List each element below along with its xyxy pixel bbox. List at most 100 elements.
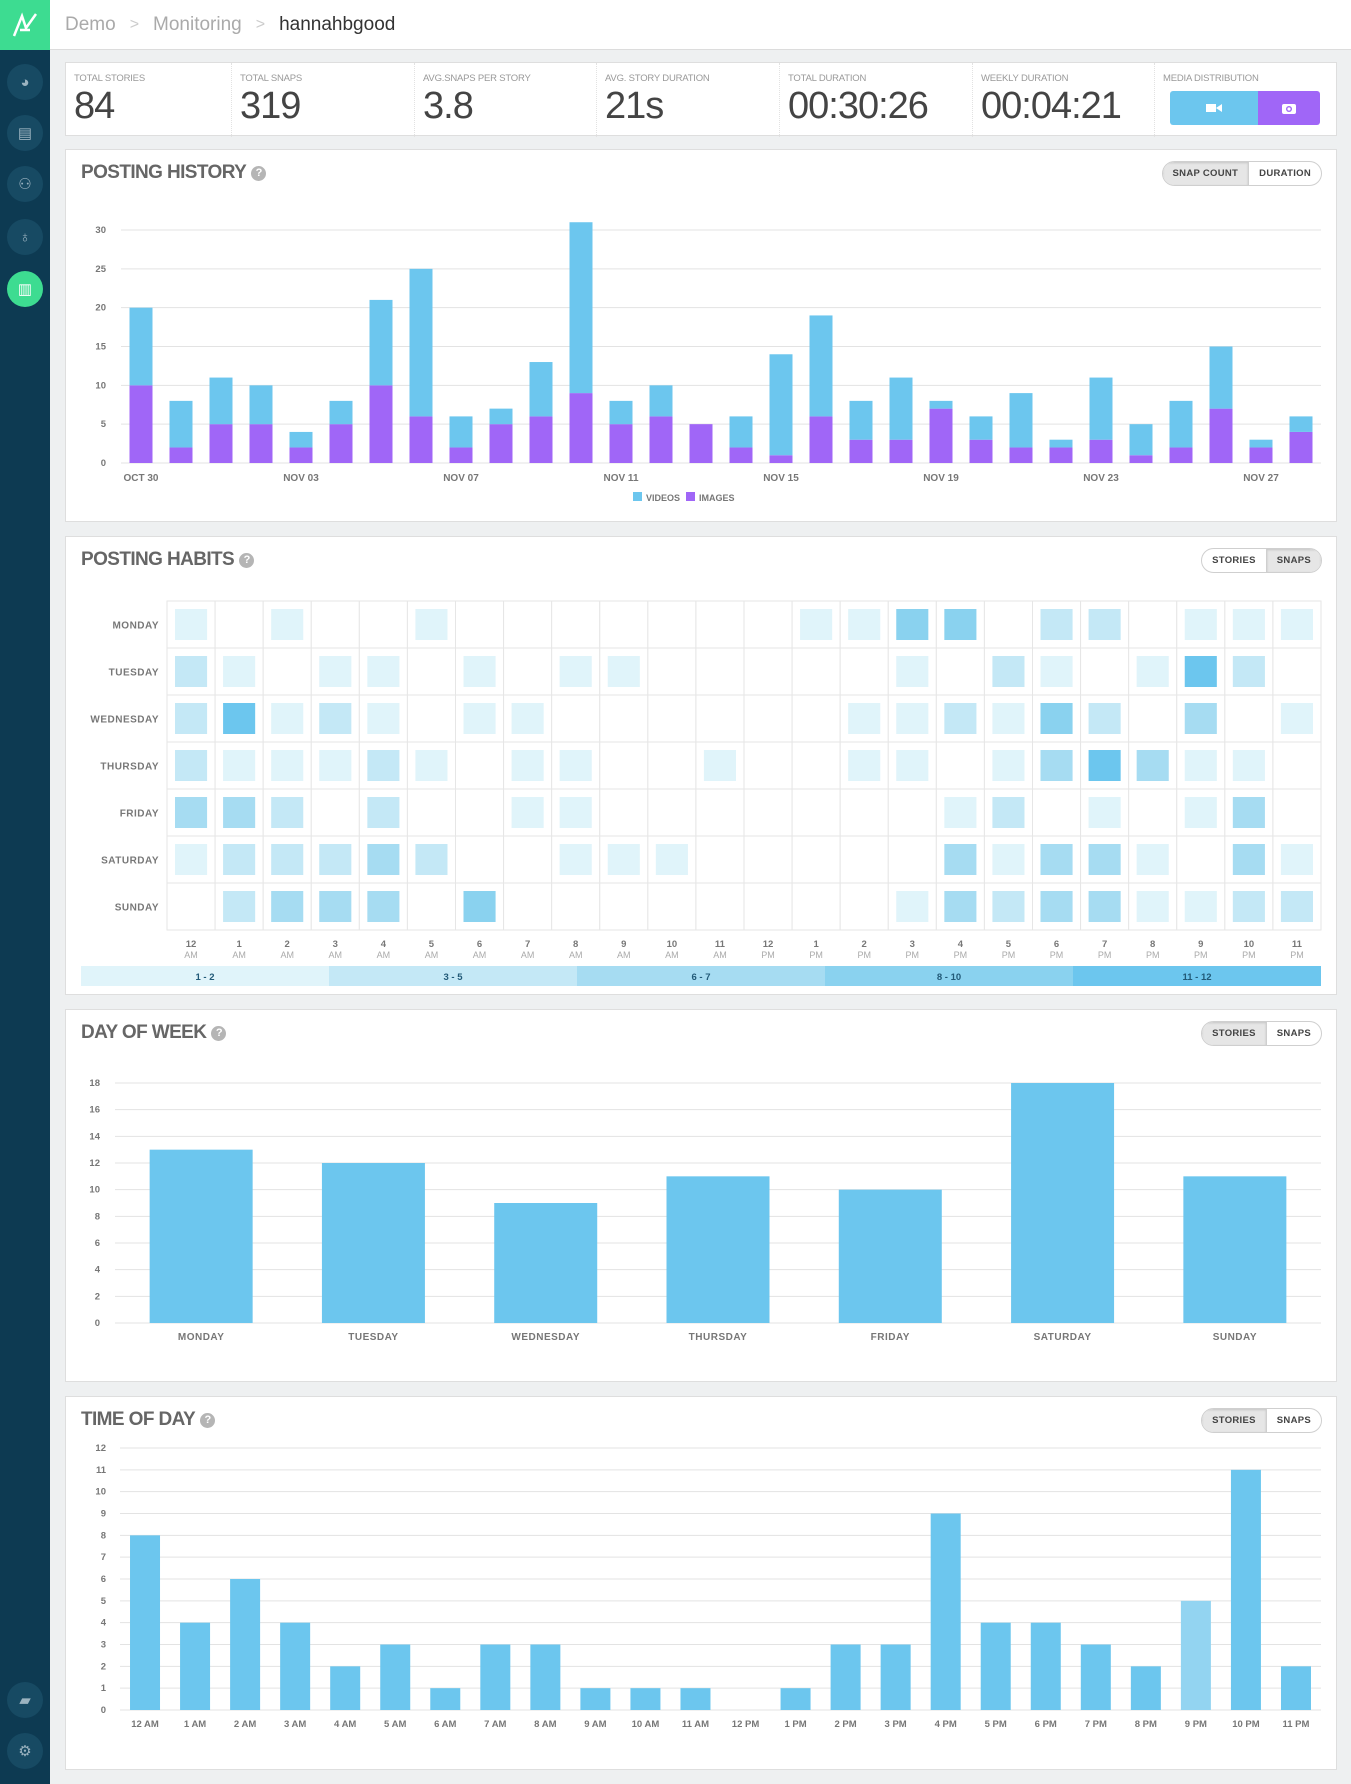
column-label-hour: 7 xyxy=(1102,939,1107,950)
bar-images xyxy=(569,393,593,463)
time-of-day-title: TIME OF DAY xyxy=(81,1409,196,1430)
y-tick-label: 8 xyxy=(101,1530,106,1541)
bar-videos xyxy=(849,400,873,440)
toggle-duration[interactable]: DURATION xyxy=(1248,162,1321,185)
bar-videos xyxy=(929,400,953,409)
heatmap-cell xyxy=(647,694,697,743)
heatmap-cell xyxy=(214,600,264,649)
column-label-period: PM xyxy=(1242,950,1256,960)
media-distribution-bar[interactable] xyxy=(1170,91,1320,125)
heatmap-mark xyxy=(223,656,256,687)
toggle-snaps[interactable]: SNAPS xyxy=(1265,1409,1321,1432)
bar-videos xyxy=(1289,416,1313,432)
heatmap-cell xyxy=(839,835,889,884)
bar xyxy=(430,1688,461,1710)
heatmap-mark xyxy=(1040,656,1073,687)
stat-avg-snaps: AVG.SNAPS PER STORY 3.8 xyxy=(414,63,539,137)
help-icon[interactable]: ? xyxy=(251,165,267,181)
metric-toggle[interactable]: STORIES SNAPS xyxy=(1201,548,1322,573)
gear-icon[interactable]: ⚙ xyxy=(7,1733,43,1769)
legend-swatch-videos xyxy=(633,492,642,501)
heatmap-mark xyxy=(367,891,400,922)
heatmap-cell xyxy=(1272,741,1322,790)
heatmap-mark xyxy=(511,797,544,828)
bar-images xyxy=(1169,447,1193,463)
bar xyxy=(666,1176,770,1323)
heatmap-mark xyxy=(559,797,592,828)
heatmap-cell xyxy=(695,835,745,884)
heatmap-cell xyxy=(406,882,456,931)
bar-videos xyxy=(889,377,913,440)
metric-toggle[interactable]: STORIES SNAPS xyxy=(1201,1408,1322,1433)
bar xyxy=(1180,1600,1211,1710)
book-icon[interactable]: ▰ xyxy=(7,1682,43,1718)
column-label-period: AM xyxy=(665,950,679,960)
camera-icon[interactable] xyxy=(1258,91,1320,125)
x-tick-label: NOV 27 xyxy=(1243,473,1279,484)
breadcrumb-demo[interactable]: Demo xyxy=(65,13,116,35)
heatmap-cell xyxy=(695,647,745,696)
stat-total-stories: TOTAL STORIES 84 xyxy=(66,63,153,137)
metric-toggle[interactable]: STORIES SNAPS xyxy=(1201,1021,1322,1046)
heatmap-cell xyxy=(406,647,456,696)
column-label-period: AM xyxy=(232,950,246,960)
lightbulb-icon[interactable]: ♁ xyxy=(7,219,43,255)
x-tick-label: 8 AM xyxy=(534,1719,556,1730)
toggle-snaps[interactable]: SNAPS xyxy=(1265,1022,1321,1045)
heatmap-mark xyxy=(944,703,977,734)
bar-videos xyxy=(409,268,433,417)
dashboard-icon[interactable]: ◕ xyxy=(7,64,43,100)
heatmap-cell xyxy=(406,788,456,837)
bar-images xyxy=(1249,447,1273,463)
heatmap-mark xyxy=(1040,750,1073,781)
help-icon[interactable]: ? xyxy=(211,1025,227,1041)
y-tick-label: 18 xyxy=(89,1078,100,1089)
toggle-snap-count[interactable]: SNAP COUNT xyxy=(1162,162,1249,185)
archive-icon[interactable]: ▤ xyxy=(7,115,43,151)
y-tick-label: 6 xyxy=(95,1238,100,1249)
time-of-day-card: TIME OF DAY? STORIES SNAPS 0 1 2 3 4 5 6 7 8 9 10 11… xyxy=(65,1396,1337,1770)
toggle-stories[interactable]: STORIES xyxy=(1202,1409,1266,1432)
stat-weekly-duration: WEEKLY DURATION 00:04:21 xyxy=(972,63,1129,137)
help-icon[interactable]: ? xyxy=(200,1412,216,1428)
row-label: THURSDAY xyxy=(100,762,159,773)
y-tick-label: 15 xyxy=(95,342,106,353)
stat-label: WEEKLY DURATION xyxy=(981,73,1069,84)
toggle-snaps[interactable]: SNAPS xyxy=(1265,549,1321,572)
column-label-period: PM xyxy=(1002,950,1016,960)
column-label-period: PM xyxy=(1098,950,1112,960)
heatmap-mark xyxy=(559,750,592,781)
column-label-hour: 2 xyxy=(285,939,290,950)
heatmap-mark xyxy=(1136,750,1169,781)
y-tick-label: 12 xyxy=(95,1443,106,1454)
bar xyxy=(1011,1083,1115,1323)
heatmap-cell xyxy=(647,741,697,790)
bar xyxy=(1280,1666,1311,1710)
bar-images xyxy=(169,447,193,463)
heatmap-mark xyxy=(271,797,304,828)
video-camera-icon[interactable] xyxy=(1170,91,1258,125)
heatmap-cell xyxy=(791,694,841,743)
bar xyxy=(480,1644,511,1710)
heatmap-mark xyxy=(1040,703,1073,734)
metric-toggle[interactable]: SNAP COUNT DURATION xyxy=(1161,161,1322,186)
help-icon[interactable]: ? xyxy=(239,552,255,568)
x-tick-label: 3 PM xyxy=(885,1719,907,1730)
toggle-stories[interactable]: STORIES xyxy=(1202,1022,1266,1045)
row-label: TUESDAY xyxy=(109,668,159,679)
column-label-hour: 6 xyxy=(477,939,482,950)
toggle-stories[interactable]: STORIES xyxy=(1212,555,1256,566)
heatmap-mark xyxy=(1280,844,1313,875)
bar xyxy=(680,1688,711,1710)
heatmap-mark xyxy=(1136,656,1169,687)
breadcrumb-monitoring[interactable]: Monitoring xyxy=(153,13,242,35)
bar-chart-icon[interactable]: ▥ xyxy=(7,271,43,307)
column-label-period: AM xyxy=(425,950,439,960)
users-icon[interactable]: ⚇ xyxy=(7,166,43,202)
heatmap-mark xyxy=(319,891,352,922)
heatmap-mark xyxy=(848,703,881,734)
bar xyxy=(1080,1644,1111,1710)
app-logo[interactable] xyxy=(0,0,50,50)
x-tick-label: 7 AM xyxy=(484,1719,506,1730)
heatmap-mark xyxy=(223,844,256,875)
